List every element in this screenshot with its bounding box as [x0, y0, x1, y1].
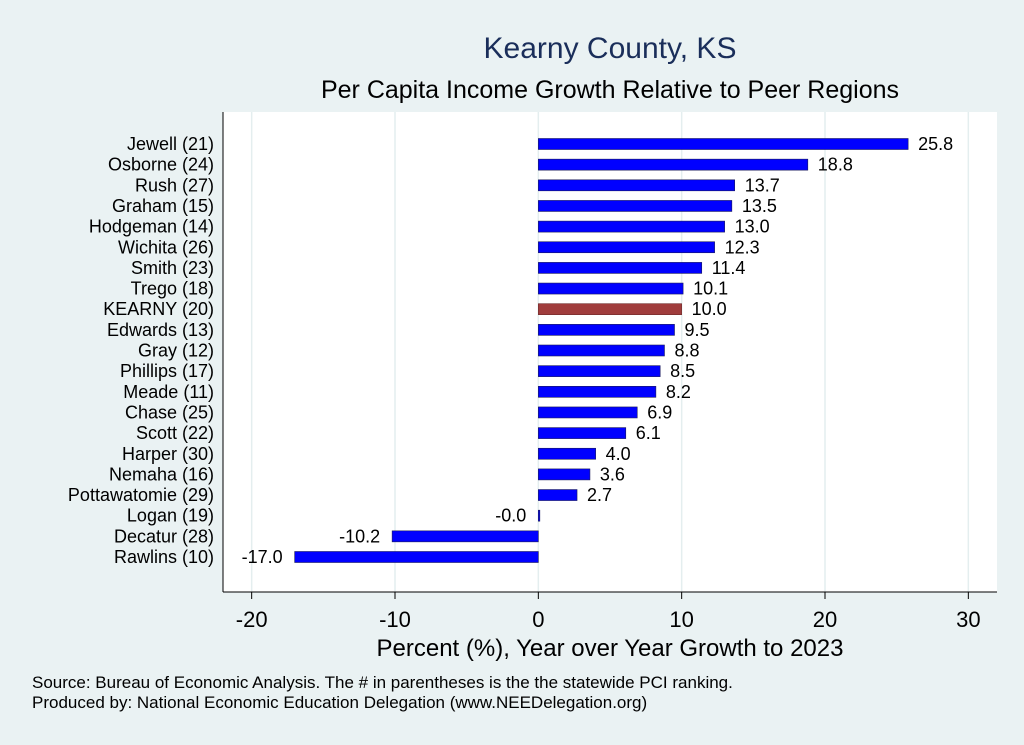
- bar: [538, 385, 657, 398]
- y-tick-label: Osborne (24): [108, 155, 214, 175]
- data-label: 8.2: [666, 382, 691, 402]
- y-tick-label: Jewell (21): [127, 134, 214, 154]
- x-tick-label: -20: [236, 607, 268, 632]
- y-tick-label: Decatur (28): [114, 526, 214, 546]
- bar: [294, 551, 539, 563]
- data-label: -0.0: [495, 506, 526, 526]
- y-tick-label: Rush (27): [135, 175, 214, 195]
- x-axis-title: Percent (%), Year over Year Growth to 20…: [377, 635, 844, 662]
- data-label: 6.1: [636, 423, 661, 443]
- data-label: 10.0: [692, 299, 727, 319]
- bar: [538, 179, 735, 192]
- category-labels: Jewell (21)Osborne (24)Rush (27)Graham (…: [68, 134, 214, 567]
- chart-title: Kearny County, KS: [484, 32, 737, 65]
- data-label: 12.3: [725, 237, 760, 257]
- data-label: 8.8: [674, 341, 699, 361]
- bar: [538, 220, 725, 233]
- data-label: 13.7: [745, 175, 780, 195]
- x-tick-label: 30: [956, 607, 980, 632]
- bar: [538, 282, 684, 295]
- data-label: 4.0: [606, 444, 631, 464]
- footer: Source: Bureau of Economic Analysis. The…: [32, 673, 733, 713]
- data-label: 13.5: [742, 196, 777, 216]
- y-tick-label: Logan (19): [127, 506, 214, 526]
- bar: [538, 427, 627, 439]
- bar: [538, 489, 578, 501]
- data-label: 13.0: [735, 217, 770, 237]
- y-tick-label: Scott (22): [136, 423, 214, 443]
- bar: [538, 509, 541, 522]
- axes: -20 -10 0 10 20 30: [222, 112, 997, 632]
- data-label: 6.9: [647, 402, 672, 422]
- y-tick-label: Hodgeman (14): [89, 217, 214, 237]
- bar: [538, 468, 591, 481]
- bar: [538, 406, 638, 419]
- y-tick-label: Smith (23): [131, 258, 214, 278]
- y-tick-label: Graham (15): [112, 196, 214, 216]
- produced-by-note: Produced by: National Economic Education…: [32, 693, 648, 712]
- y-tick-label: Pottawatomie (29): [68, 485, 214, 505]
- y-tick-label: Rawlins (10): [114, 547, 214, 567]
- data-label: 3.6: [600, 464, 625, 484]
- y-tick-label: Wichita (26): [118, 237, 214, 257]
- x-tick-label: 0: [532, 607, 544, 632]
- bar: [538, 138, 909, 150]
- bar: [538, 365, 661, 377]
- x-tick-label: 20: [813, 607, 837, 632]
- y-tick-label: KEARNY (20): [103, 299, 214, 319]
- y-tick-label: Nemaha (16): [109, 464, 214, 484]
- y-tick-label: Edwards (13): [107, 320, 214, 340]
- bars: [294, 138, 909, 563]
- data-label: 2.7: [587, 485, 612, 505]
- data-label: 25.8: [918, 134, 953, 154]
- bar: [538, 344, 665, 357]
- bar: [538, 241, 715, 254]
- y-tick-label: Trego (18): [131, 279, 214, 299]
- data-label: 18.8: [818, 155, 853, 175]
- y-tick-label: Phillips (17): [120, 361, 214, 381]
- y-tick-label: Gray (12): [138, 341, 214, 361]
- bar: [538, 447, 596, 460]
- bar: [538, 324, 675, 336]
- x-tick-label: -10: [379, 607, 411, 632]
- data-label: -17.0: [242, 547, 283, 567]
- source-note: Source: Bureau of Economic Analysis. The…: [32, 673, 733, 692]
- bar: [391, 530, 539, 543]
- value-labels: 25.818.813.713.513.012.311.410.110.09.58…: [242, 134, 954, 567]
- bar: [538, 158, 809, 171]
- data-label: 11.4: [712, 258, 746, 278]
- data-label: 9.5: [685, 320, 710, 340]
- y-tick-label: Meade (11): [123, 382, 214, 402]
- x-tick-label: 10: [669, 607, 693, 632]
- bar: [538, 262, 703, 274]
- data-label: -10.2: [339, 526, 380, 546]
- data-label: 8.5: [670, 361, 695, 381]
- bar: [538, 200, 733, 212]
- y-tick-label: Harper (30): [122, 444, 214, 464]
- chart-subtitle: Per Capita Income Growth Relative to Pee…: [321, 76, 899, 104]
- data-label: 10.1: [693, 279, 728, 299]
- bar: [538, 303, 682, 316]
- y-tick-label: Chase (25): [125, 402, 214, 422]
